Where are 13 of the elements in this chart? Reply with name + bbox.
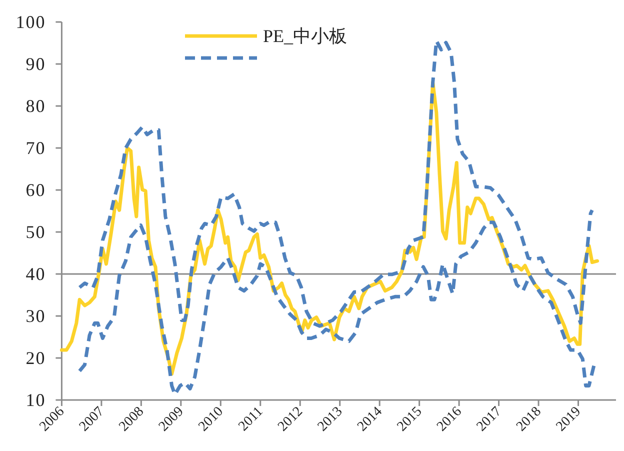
y-tick-label: 20 (26, 348, 46, 368)
y-tick-label: 40 (26, 264, 46, 284)
y-tick-label: 90 (26, 54, 46, 74)
legend: PE_中小板 (185, 26, 348, 60)
y-tick-label: 30 (26, 306, 46, 326)
y-tick-label: 10 (26, 390, 46, 410)
x-tick-label: 2011 (236, 404, 266, 434)
y-tick-label: 60 (26, 180, 46, 200)
y-tick-label: 50 (26, 222, 46, 242)
legend-label: PE_中小板 (263, 26, 348, 46)
y-tick-label: 80 (26, 96, 46, 116)
y-tick-label: 70 (26, 138, 46, 158)
y-tick-label: 100 (16, 12, 46, 32)
